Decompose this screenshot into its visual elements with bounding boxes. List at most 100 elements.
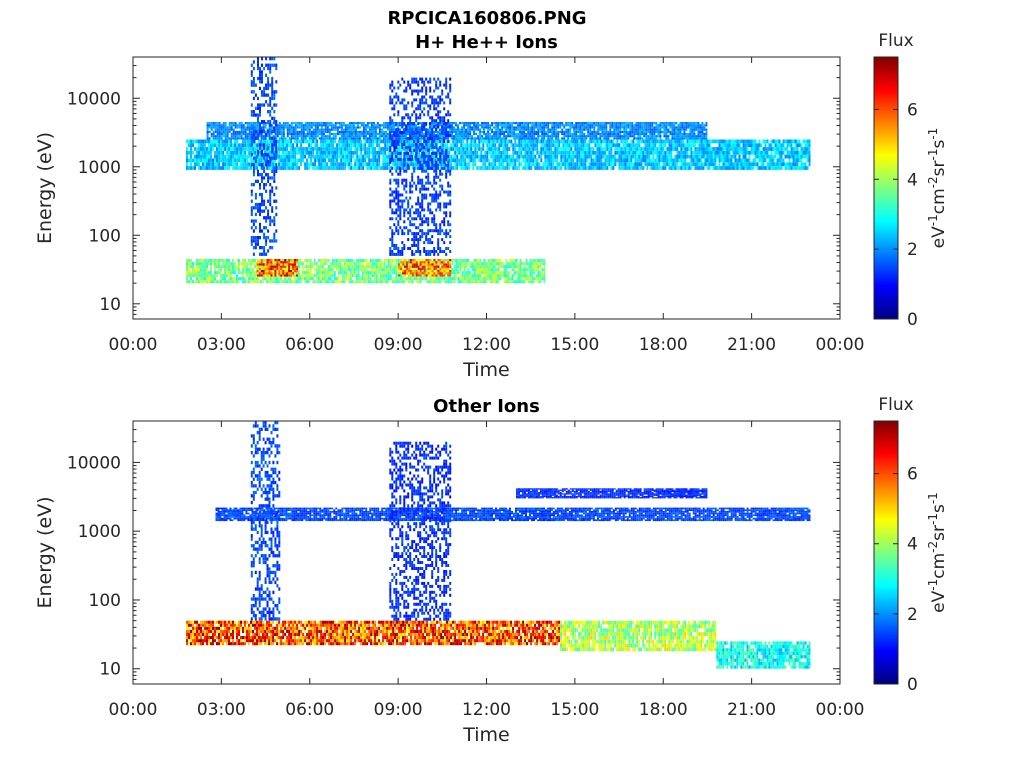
heatmap-cell [776,143,779,148]
heatmap-cell [210,147,212,151]
heatmap-cell [550,166,553,170]
heatmap-cell [362,162,365,167]
heatmap-cell [518,150,521,155]
heatmap-cell [232,166,235,170]
heatmap-cell [256,143,259,148]
heatmap-cell [473,122,476,125]
heatmap-cell [690,154,693,159]
heatmap-cell [532,150,535,155]
heatmap-cell [375,268,378,272]
heatmap-cell [744,150,747,155]
heatmap-cell [554,147,557,151]
heatmap-cell [626,166,629,170]
heatmap-cell [489,259,492,262]
heatmap-cell [202,154,204,159]
heatmap-cell [343,277,346,281]
heatmap-cell [310,162,313,167]
heatmap-cell [304,126,307,129]
heatmap-cell [463,137,466,140]
heatmap-cell [294,122,297,125]
heatmap-cell [602,162,605,167]
heatmap-cell [294,259,296,262]
heatmap-cell [495,137,498,140]
heatmap-cell [543,265,546,269]
heatmap-cell [292,166,295,170]
heatmap-cell [535,274,538,278]
heatmap-cell [382,158,385,163]
heatmap-cell [192,139,194,144]
heatmap-cell [331,259,334,262]
heatmap-cell [272,265,275,268]
heatmap-cell [410,162,413,167]
heatmap-cell [748,162,751,167]
heatmap-cell [782,147,785,151]
heatmap-cell [454,162,457,167]
heatmap-cell [234,132,237,136]
heatmap-cell [389,259,392,262]
heatmap-cell [483,122,486,125]
heatmap-cell [670,150,673,155]
heatmap-cell [800,143,803,148]
heatmap-cell [399,271,402,275]
heatmap-cell [395,274,398,278]
heatmap-cell [224,124,227,127]
heatmap-cell [600,162,603,167]
heatmap-cell [720,154,723,159]
heatmap-cell [318,124,321,127]
heatmap-cell [562,139,565,144]
heatmap-cell [566,158,569,163]
heatmap-cell [212,122,215,125]
heatmap-cell [289,277,292,281]
heatmap-cell [370,132,373,136]
heatmap-cell [388,158,391,163]
heatmap-cell [220,147,223,151]
heatmap-cell [516,154,519,159]
heatmap-cell [680,139,683,144]
heatmap-cell [273,277,276,281]
heatmap-cell [509,130,512,133]
heatmap-cell [533,122,536,125]
heatmap-cell [618,158,621,163]
heatmap-cell [396,166,399,170]
heatmap-cell [248,132,251,136]
heatmap-cell [230,154,233,159]
heatmap-cell [305,274,308,278]
heatmap-cell [399,274,402,278]
heatmap-cell [622,158,625,163]
heatmap-cell [317,277,320,281]
heatmap-cell [674,154,677,159]
heatmap-cell [782,158,785,163]
heatmap-cell [556,150,559,155]
heatmap-cell [690,162,693,167]
heatmap-cell [476,154,479,159]
heatmap-cell [778,162,781,167]
heatmap-cell [332,154,335,159]
heatmap-cell [519,274,522,278]
heatmap-cell [328,143,331,148]
heatmap-cell [274,128,277,131]
heatmap-cell [724,147,727,151]
heatmap-cell [294,147,297,151]
heatmap-cell [292,128,295,131]
heatmap-cell [465,122,468,125]
heatmap-cell [486,154,489,159]
heatmap-cell [228,262,230,266]
heatmap-cell [368,128,371,131]
heatmap-cell [388,166,391,170]
heatmap-cell [283,280,286,284]
heatmap-cell [531,259,534,262]
heatmap-cell [386,122,389,125]
heatmap-cell [337,280,340,284]
heatmap-cell [512,150,515,155]
heatmap-cell [385,271,388,275]
heatmap-cell [527,130,530,133]
heatmap-cell [688,154,691,159]
heatmap-cell [441,261,444,264]
heatmap-cell [493,122,496,125]
heatmap-cell [366,147,369,151]
heatmap-cell [288,150,291,155]
heatmap-cell [744,166,747,170]
heatmap-cell [378,154,381,159]
heatmap-cell [636,143,639,148]
heatmap-cell [385,265,388,269]
